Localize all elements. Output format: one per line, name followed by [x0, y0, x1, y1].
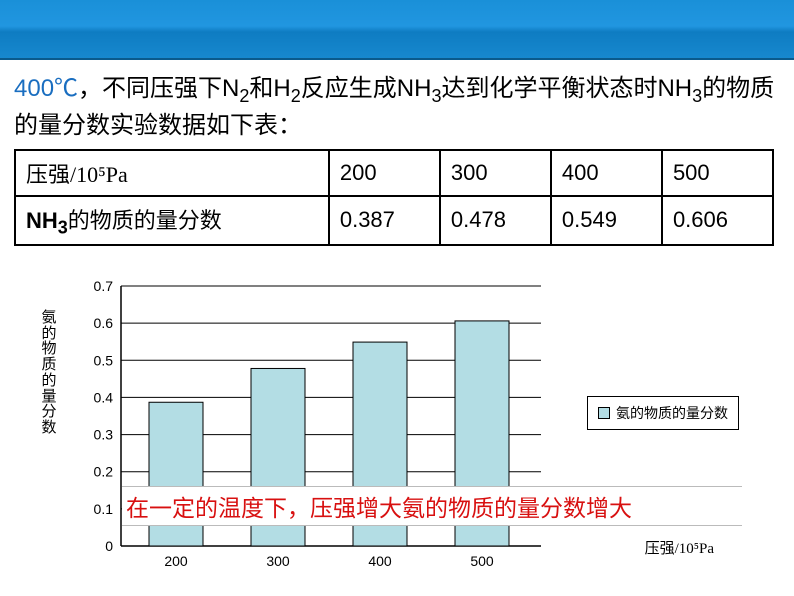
intro-text: 400℃，不同压强下N2和H2反应生成NH3达到化学平衡状态时NH3的物质的量分…	[14, 72, 780, 143]
svg-text:400: 400	[368, 553, 392, 569]
svg-text:300: 300	[266, 553, 290, 569]
row-nh3-label: NH3的物质的量分数	[15, 196, 329, 245]
chart-svg: 0 0.1 0.2 0.3 0.4 0.5 0.6 0.7 200 300 400 500	[66, 256, 586, 576]
table-row: 压强/10⁵Pa 200 300 400 500	[15, 150, 773, 196]
svg-text:500: 500	[470, 553, 494, 569]
svg-text:0.3: 0.3	[94, 427, 114, 443]
y-axis-label: 氨的物质的量分数	[40, 311, 58, 437]
col-200: 200	[329, 150, 440, 196]
svg-text:0.4: 0.4	[94, 389, 114, 405]
x-axis-label: 压强/10⁵Pa	[645, 537, 714, 558]
svg-text:0: 0	[105, 538, 113, 554]
svg-text:0.2: 0.2	[94, 464, 114, 480]
val-300: 0.478	[440, 196, 551, 245]
table-row: NH3的物质的量分数 0.387 0.478 0.549 0.606	[15, 196, 773, 245]
title-bar	[0, 0, 794, 60]
slide-content: 400℃，不同压强下N2和H2反应生成NH3达到化学平衡状态时NH3的物质的量分…	[0, 60, 794, 586]
legend-label: 氨的物质的量分数	[616, 403, 728, 423]
val-500: 0.606	[662, 196, 773, 245]
svg-text:0.6: 0.6	[94, 315, 114, 331]
bar-chart: 氨的物质的量分数 0 0.1 0.2 0.3 0.4 0.5 0.6 0.7 200 300 400…	[54, 256, 754, 586]
val-400: 0.549	[551, 196, 662, 245]
svg-text:0.7: 0.7	[94, 278, 114, 294]
legend-swatch	[598, 407, 610, 419]
col-400: 400	[551, 150, 662, 196]
data-table: 压强/10⁵Pa 200 300 400 500 NH3的物质的量分数 0.38…	[14, 149, 774, 246]
svg-text:200: 200	[164, 553, 188, 569]
col-500: 500	[662, 150, 773, 196]
val-200: 0.387	[329, 196, 440, 245]
temperature: 400℃	[14, 75, 78, 102]
conclusion-text: 在一定的温度下，压强增大氨的物质的量分数增大	[122, 486, 742, 526]
col-300: 300	[440, 150, 551, 196]
chart-legend: 氨的物质的量分数	[587, 396, 739, 430]
svg-text:0.5: 0.5	[94, 352, 114, 368]
svg-text:0.1: 0.1	[94, 501, 114, 517]
header-pressure: 压强/10⁵Pa	[15, 150, 329, 196]
